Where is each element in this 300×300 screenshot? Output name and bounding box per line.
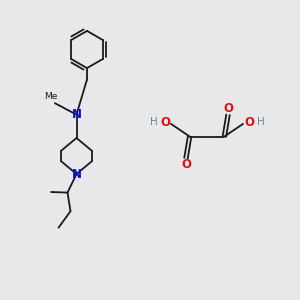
- Text: O: O: [223, 102, 233, 116]
- Text: Me: Me: [44, 92, 57, 101]
- Text: O: O: [244, 116, 254, 129]
- Text: N: N: [71, 108, 82, 121]
- Text: H: H: [150, 117, 158, 128]
- Text: O: O: [160, 116, 170, 129]
- Text: N: N: [71, 167, 82, 181]
- Text: H: H: [256, 117, 264, 128]
- Text: O: O: [181, 158, 191, 171]
